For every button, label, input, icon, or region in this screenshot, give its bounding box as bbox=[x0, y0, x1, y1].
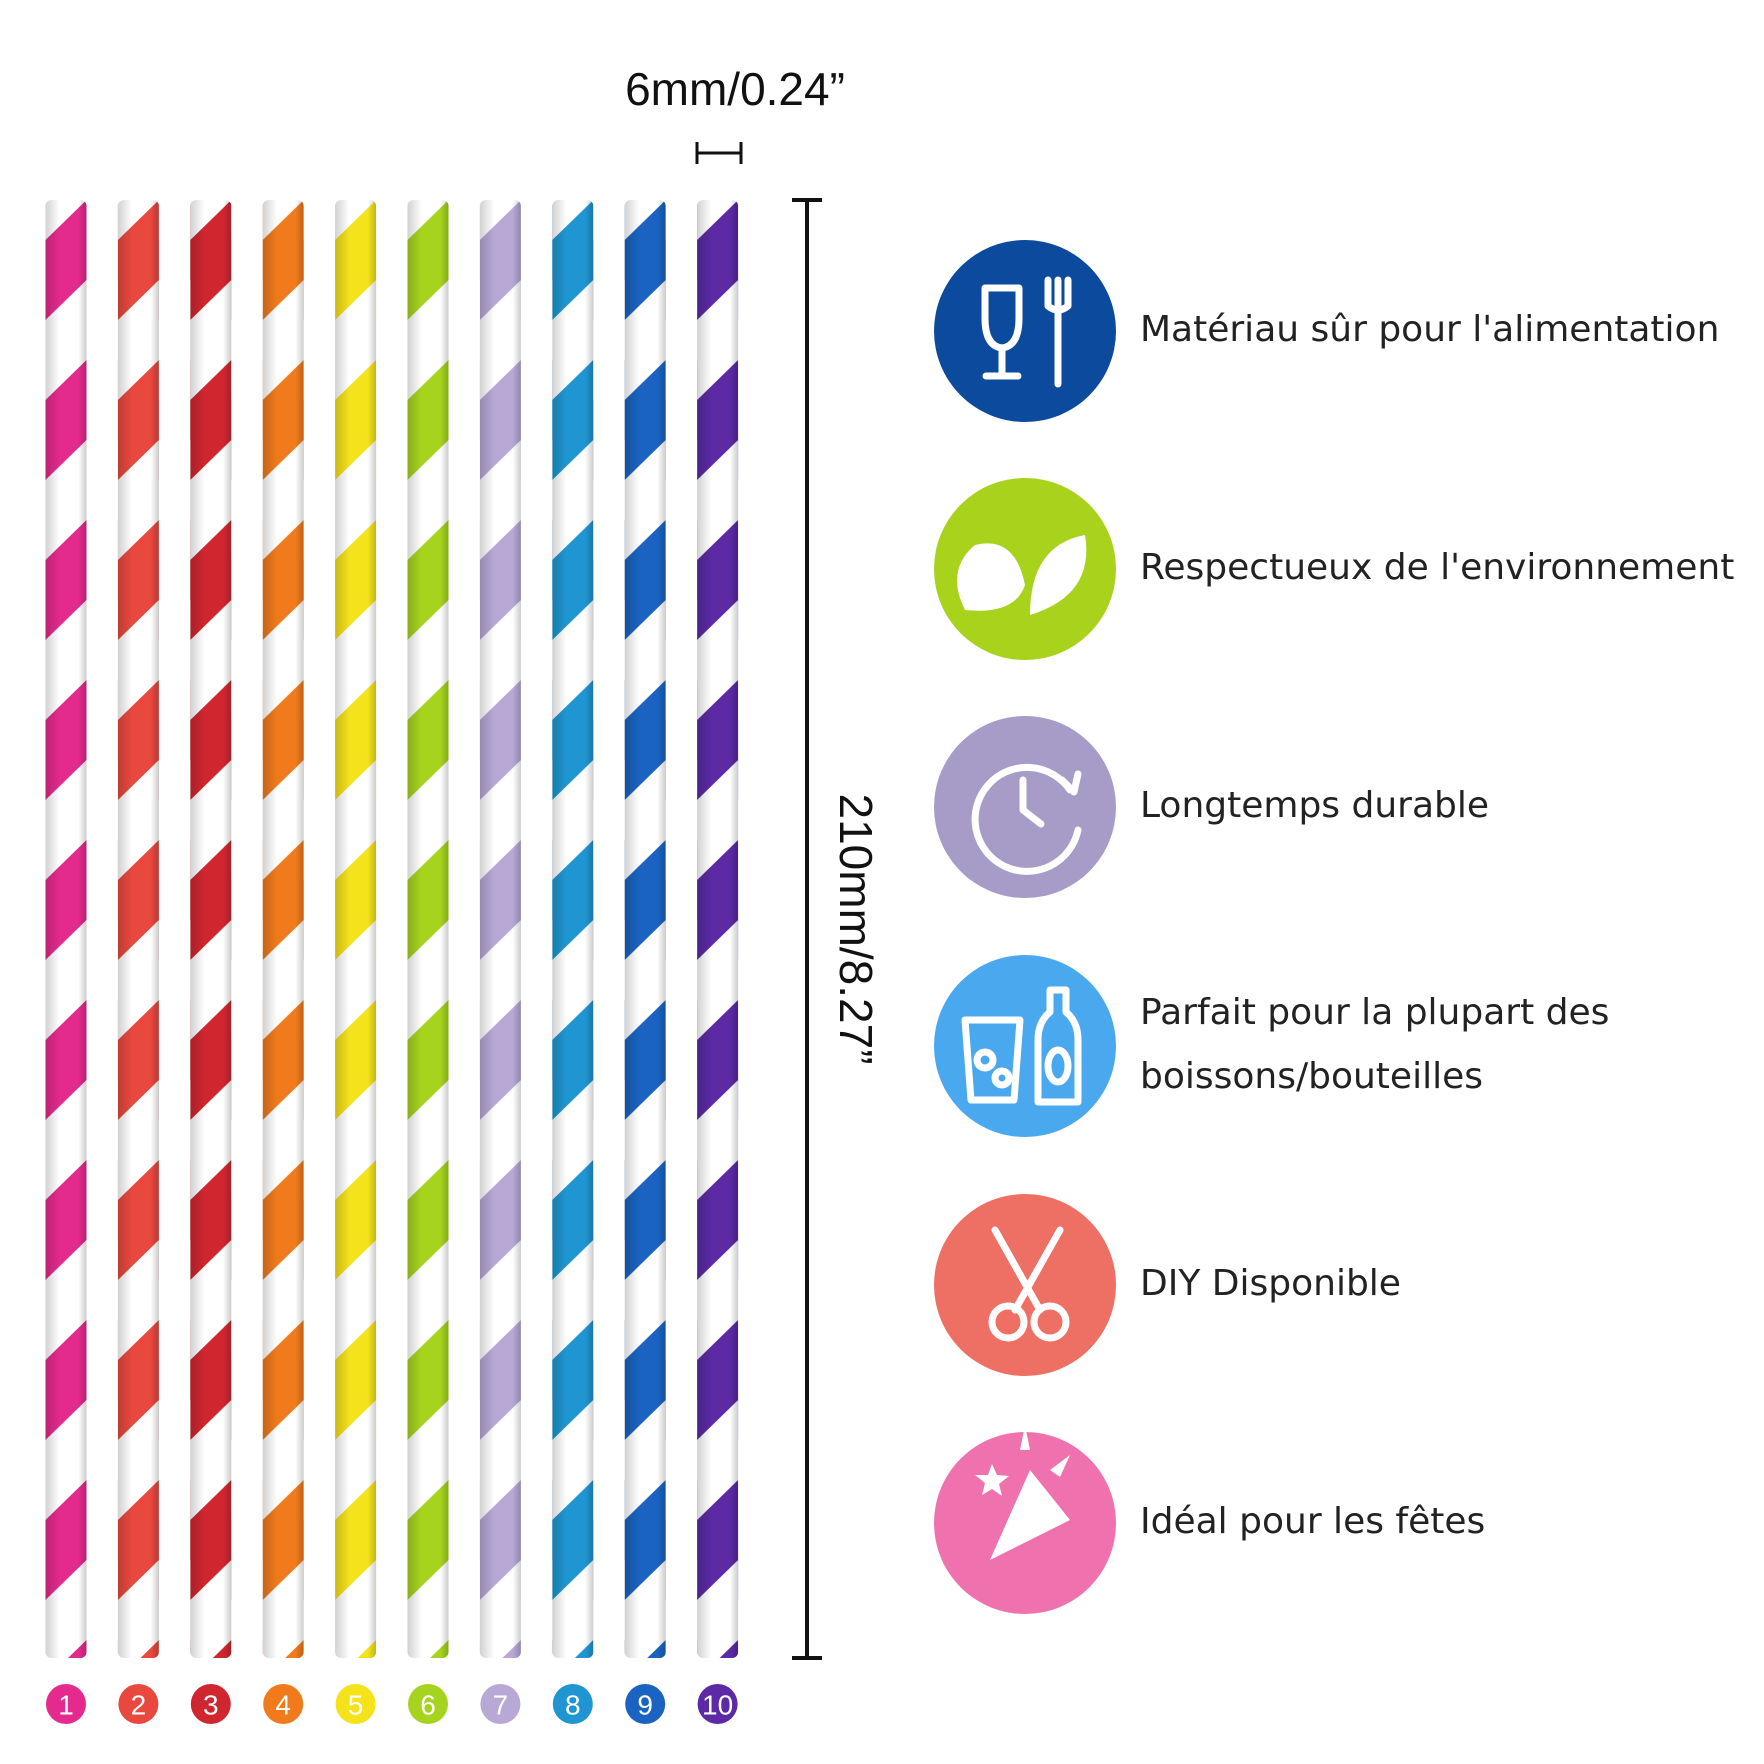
straw-shade bbox=[45, 200, 87, 1658]
number-badge bbox=[625, 1684, 666, 1724]
straw-shade bbox=[624, 200, 666, 1658]
diameter-bracket bbox=[695, 142, 743, 164]
number-badge bbox=[697, 1684, 738, 1724]
feature-text: Parfait pour la plupart des bbox=[1140, 992, 1609, 1033]
straw-number: 9 bbox=[637, 1690, 653, 1721]
straw-number: 6 bbox=[420, 1690, 436, 1721]
straw-number: 4 bbox=[275, 1690, 291, 1721]
number-badge bbox=[408, 1684, 448, 1724]
number-badge bbox=[263, 1684, 304, 1724]
feature-text: DIY Disponible bbox=[1140, 1263, 1401, 1304]
number-badge bbox=[118, 1684, 159, 1724]
length-label: 210mm/8.27” bbox=[830, 793, 882, 1064]
straw-shade bbox=[697, 200, 739, 1658]
icon-clock bbox=[971, 763, 1082, 875]
number-badge bbox=[335, 1684, 376, 1724]
straw-number: 2 bbox=[131, 1690, 147, 1721]
feature-text: Respectueux de l'environnement bbox=[1140, 547, 1734, 588]
feature-icon-bg bbox=[934, 478, 1116, 660]
straw-shade bbox=[117, 200, 159, 1658]
length-bracket bbox=[792, 198, 822, 1660]
straw-shade bbox=[552, 200, 594, 1658]
number-badge bbox=[190, 1684, 231, 1724]
straw-number: 10 bbox=[702, 1690, 733, 1721]
number-badge bbox=[480, 1684, 521, 1724]
straw-shade bbox=[407, 200, 449, 1658]
feature-text: Longtemps durable bbox=[1140, 785, 1489, 826]
number-badge bbox=[46, 1684, 86, 1724]
straw-number: 3 bbox=[203, 1690, 219, 1721]
straw-shade bbox=[335, 200, 377, 1658]
straw-number: 8 bbox=[565, 1690, 581, 1721]
straw-number: 5 bbox=[348, 1690, 364, 1721]
icon-scissors bbox=[988, 1226, 1070, 1342]
icon-drinks bbox=[961, 986, 1082, 1106]
feature-text: Idéal pour les fêtes bbox=[1140, 1501, 1485, 1542]
number-badge bbox=[552, 1684, 593, 1724]
icon-leaf bbox=[957, 535, 1087, 615]
feature-icon-bg bbox=[934, 955, 1116, 1137]
straw-shade bbox=[262, 200, 304, 1658]
icon-party bbox=[975, 1425, 1070, 1560]
feature-text: Matériau sûr pour l'alimentation bbox=[1140, 309, 1719, 350]
feature-text: boissons/bouteilles bbox=[1140, 1056, 1483, 1097]
straw-shade bbox=[479, 200, 521, 1658]
icon-food bbox=[981, 276, 1072, 388]
diameter-label: 6mm/0.24” bbox=[625, 63, 845, 115]
straw-number: 7 bbox=[493, 1690, 509, 1721]
straws: 1 2 3 4 5 6 7 8 9 10 bbox=[45, 200, 739, 1724]
feature-icon-bg bbox=[934, 240, 1116, 422]
features: Matériau sûr pour l'alimentation Respectu… bbox=[934, 240, 1734, 1614]
straw-shade bbox=[190, 200, 232, 1658]
straw-number: 1 bbox=[58, 1690, 74, 1721]
